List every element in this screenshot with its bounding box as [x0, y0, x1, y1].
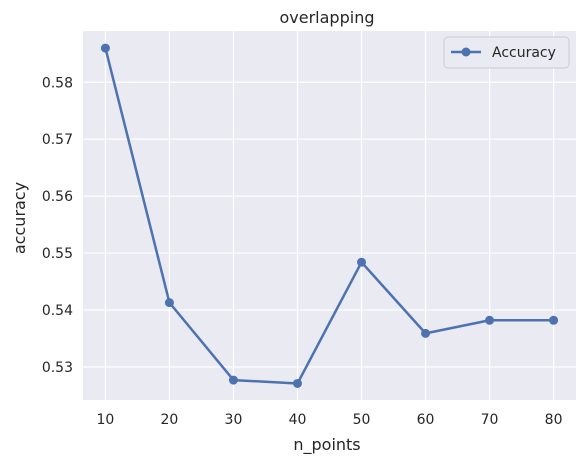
y-tick-label: 0.54 [42, 303, 73, 319]
data-point [357, 257, 367, 267]
x-gridlines [104, 31, 555, 400]
data-point [485, 315, 495, 325]
y-gridlines [83, 81, 576, 368]
legend-box [443, 36, 570, 69]
x-tick-labels: 10 20 30 40 50 60 70 80 [96, 412, 562, 428]
x-tick-label: 60 [417, 412, 435, 428]
series-group [100, 43, 559, 388]
data-point [164, 298, 174, 308]
x-tick-label: 70 [481, 412, 499, 428]
x-tick-label: 30 [225, 412, 243, 428]
x-tick-label: 10 [96, 412, 114, 428]
y-tick-label: 0.58 [42, 75, 73, 91]
x-tick-label: 80 [545, 412, 563, 428]
series-line-accuracy [104, 47, 554, 385]
data-point [228, 375, 238, 385]
y-tick-label: 0.56 [42, 189, 73, 205]
data-point [292, 378, 302, 388]
data-point [421, 328, 431, 338]
y-axis-label: accuracy [10, 182, 29, 254]
y-tick-label: 0.57 [42, 132, 73, 148]
y-tick-label: 0.55 [42, 246, 73, 262]
legend-label: Accuracy [492, 45, 556, 61]
data-point [549, 315, 559, 325]
legend-marker [461, 47, 471, 57]
legend: Accuracy [443, 36, 570, 69]
y-tick-labels: 0.53 0.54 0.55 0.56 0.57 0.58 [42, 75, 73, 376]
plot-area [83, 31, 576, 400]
x-tick-label: 20 [161, 412, 179, 428]
x-tick-label: 40 [289, 412, 307, 428]
x-tick-label: 50 [353, 412, 371, 428]
y-tick-label: 0.53 [42, 360, 73, 376]
data-point [100, 43, 110, 53]
chart-title: overlapping [280, 8, 375, 27]
x-axis-label: n_points [293, 435, 360, 455]
